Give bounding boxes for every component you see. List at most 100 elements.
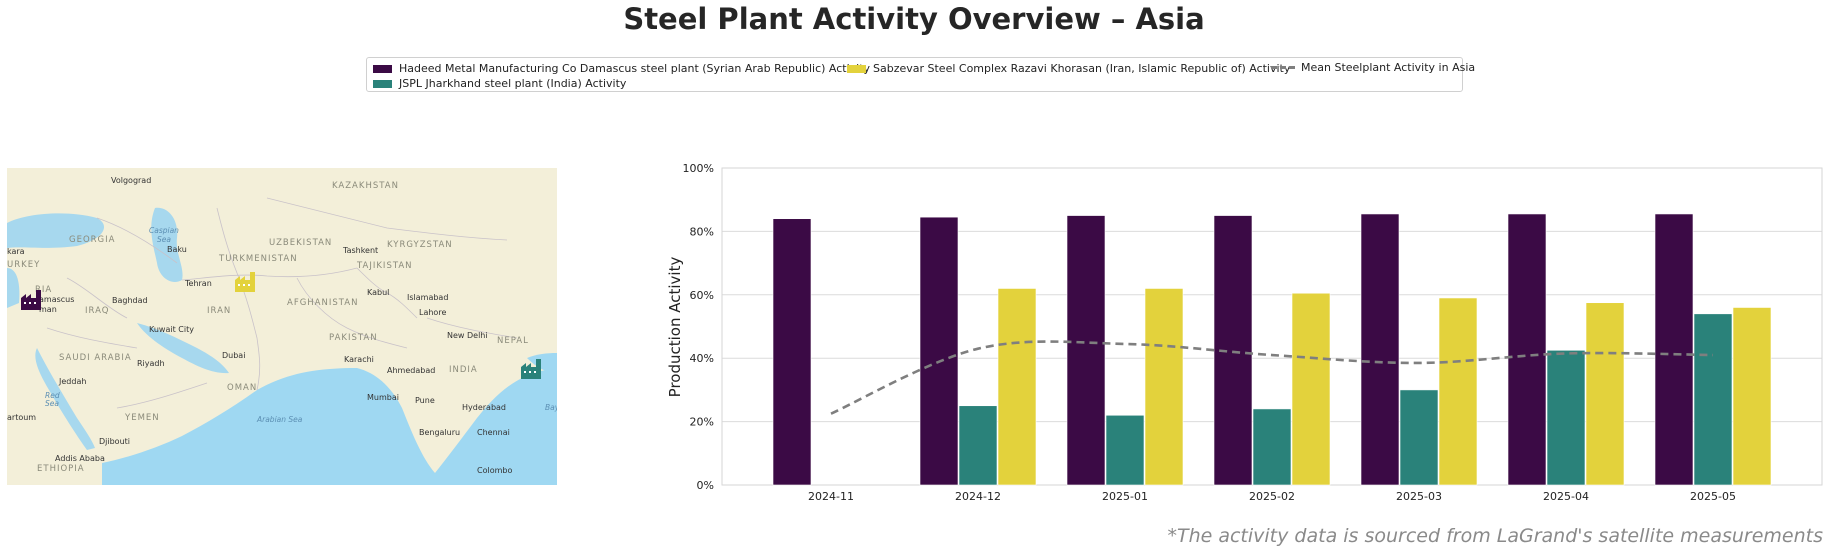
- legend-swatch-hadeed: [373, 64, 392, 73]
- x-tick-label: 2025-03: [1396, 490, 1442, 503]
- bar: [1105, 414, 1145, 486]
- map-label-iraq: IRAQ: [85, 306, 109, 316]
- bar: [1360, 213, 1400, 486]
- map-label-islamabad: Islamabad: [407, 293, 448, 302]
- map-label-turkey: URKEY: [7, 260, 40, 270]
- map-label-amman: man: [39, 305, 57, 314]
- map-bay-of-bengal: [527, 353, 557, 373]
- map-label-kuwait-city: Kuwait City: [149, 325, 194, 334]
- footnote: *The activity data is sourced from LaGra…: [1167, 525, 1823, 547]
- map-label-arabian-sea: Arabian Sea: [256, 415, 303, 424]
- x-tick-label: 2024-11: [808, 490, 854, 503]
- map-borders: [46, 197, 518, 409]
- map-label-afghanistan: AFGHANISTAN: [287, 298, 358, 308]
- y-axis-label: Production Activity: [666, 257, 684, 398]
- map-label-lahore: Lahore: [419, 308, 446, 317]
- map-label-addis-ababa: Addis Ababa: [55, 454, 105, 463]
- bar: [1399, 389, 1439, 486]
- map-svg: Volgograd KAZAKHSTAN GEORGIA Caspian Sea…: [7, 168, 557, 485]
- map-black-sea: [7, 213, 105, 248]
- mean-activity-line: [830, 340, 1714, 415]
- chart-grid: [722, 230, 1822, 423]
- map-label-khartoum: artoum: [7, 413, 36, 422]
- bar: [1654, 213, 1694, 486]
- map-persian-gulf: [137, 323, 229, 374]
- y-tick-label: 60%: [690, 289, 714, 302]
- mean-line-group: [830, 340, 1714, 415]
- y-tick-label: 80%: [690, 225, 714, 238]
- map-label-hyderabad: Hyderabad: [462, 403, 506, 412]
- map-label-pakistan: PAKISTAN: [329, 333, 378, 343]
- legend-item-jspl: JSPL Jharkhand steel plant (India) Activ…: [373, 77, 626, 90]
- map-label-baku: Baku: [167, 245, 187, 254]
- factory-icon: [21, 290, 41, 310]
- bar: [1144, 288, 1184, 486]
- x-tick-label: 2024-12: [955, 490, 1001, 503]
- map-caspian-sea: [151, 207, 183, 283]
- map-label-riyadh: Riyadh: [137, 359, 165, 368]
- page-title: Steel Plant Activity Overview – Asia: [623, 2, 1205, 36]
- map-label-red: Red: [45, 391, 60, 400]
- map-label-jeddah: Jeddah: [58, 377, 86, 386]
- map-label-saudi-arabia: SAUDI ARABIA: [59, 353, 132, 363]
- map-label-tajikistan: TAJIKISTAN: [356, 261, 413, 271]
- bar: [919, 216, 959, 486]
- bar: [997, 288, 1037, 486]
- legend-item-sabzevar: Sabzevar Steel Complex Razavi Khorasan (…: [847, 62, 1290, 75]
- map-label-georgia: GEORGIA: [69, 235, 115, 245]
- map-label-djibouti: Djibouti: [99, 437, 130, 446]
- map-label-baghdad: Baghdad: [112, 296, 148, 305]
- asia-map: Volgograd KAZAKHSTAN GEORGIA Caspian Sea…: [7, 168, 557, 485]
- bar: [1438, 297, 1478, 486]
- map-label-turkmenistan: TURKMENISTAN: [218, 254, 298, 264]
- map-arabian-sea: [102, 368, 557, 485]
- map-label-kazakhstan: KAZAKHSTAN: [332, 181, 399, 191]
- map-label-yemen: YEMEN: [124, 413, 160, 423]
- legend-swatch-sabzevar: [847, 64, 866, 73]
- y-tick-label: 0%: [697, 479, 714, 492]
- map-red-sea: [35, 348, 95, 450]
- factory-icon: [235, 272, 255, 292]
- legend-item-hadeed: Hadeed Metal Manufacturing Co Damascus s…: [373, 62, 870, 75]
- map-label-uzbekistan: UZBEKISTAN: [269, 238, 332, 248]
- map-label-pune: Pune: [415, 396, 435, 405]
- map-label-ethiopia: ETHIOPIA: [37, 464, 85, 474]
- bar: [1252, 408, 1292, 486]
- y-tick-label: 20%: [690, 416, 714, 429]
- map-label-chennai: Chennai: [477, 428, 510, 437]
- chart-legend: Hadeed Metal Manufacturing Co Damascus s…: [366, 57, 1475, 92]
- map-label-caspian: Caspian: [149, 226, 179, 235]
- x-tick-label: 2025-05: [1690, 490, 1736, 503]
- bar: [1291, 292, 1331, 486]
- y-tick-label: 40%: [690, 352, 714, 365]
- chart-bars: [772, 213, 1772, 486]
- map-label-tehran: Tehran: [184, 279, 212, 288]
- legend-label-sabzevar: Sabzevar Steel Complex Razavi Khorasan (…: [873, 62, 1291, 75]
- map-label-damascus: amascus: [39, 295, 74, 304]
- x-tick-label: 2025-04: [1543, 490, 1589, 503]
- map-label-ankara: kara: [7, 247, 25, 256]
- map-label-bengaluru: Bengaluru: [419, 428, 460, 437]
- map-label-iran: IRAN: [207, 306, 231, 316]
- map-label-red-sea: Sea: [45, 399, 59, 408]
- map-label-ahmedabad: Ahmedabad: [387, 366, 435, 375]
- x-axis-ticks: 2024-11 2024-12 2025-01 2025-02 2025-03 2025-…: [808, 490, 1736, 503]
- bar: [1693, 313, 1733, 486]
- legend-item-mean: Mean Steelplant Activity in Asia: [1271, 61, 1475, 74]
- map-label-caspian-sea: Sea: [157, 235, 171, 244]
- map-label-dubai: Dubai: [222, 351, 245, 360]
- bar: [1732, 307, 1772, 486]
- map-label-new-delhi: New Delhi: [447, 331, 488, 340]
- x-tick-label: 2025-02: [1249, 490, 1295, 503]
- y-tick-label: 100%: [683, 162, 714, 175]
- bar: [1546, 349, 1586, 486]
- map-label-syria: RIA: [35, 285, 52, 295]
- bar: [1507, 213, 1547, 486]
- map-label-nepal: NEPAL: [497, 336, 529, 346]
- bar: [958, 405, 998, 486]
- map-label-oman: OMAN: [227, 383, 257, 393]
- bar: [772, 218, 812, 486]
- map-label-colombo: Colombo: [477, 466, 512, 475]
- legend-label-mean: Mean Steelplant Activity in Asia: [1301, 61, 1476, 74]
- x-tick-label: 2025-01: [1102, 490, 1148, 503]
